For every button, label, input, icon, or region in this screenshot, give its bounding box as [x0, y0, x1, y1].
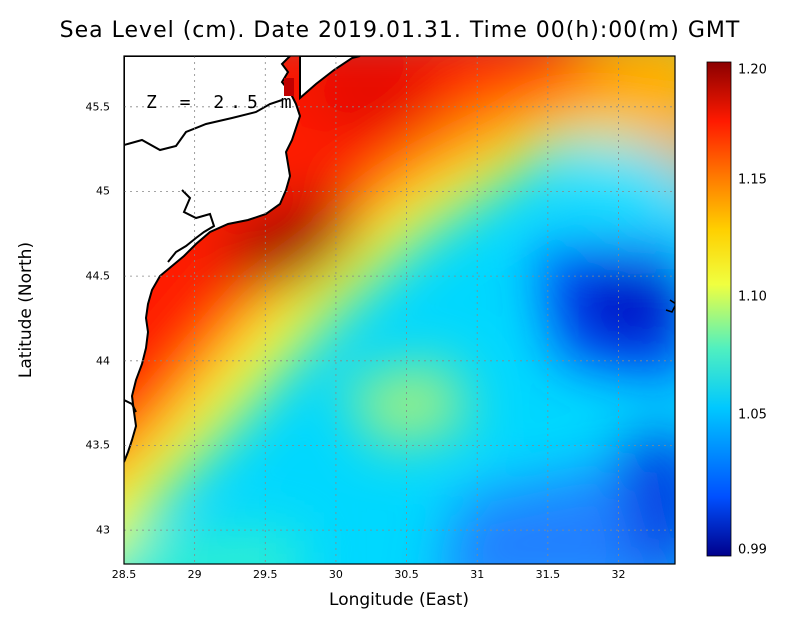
x-tick-label: 29	[187, 568, 202, 581]
colorbar-tick-label: 0.99	[738, 542, 767, 558]
colorbar-tick-label: 1.05	[738, 407, 767, 423]
x-tick-label: 31	[470, 568, 485, 581]
y-axis-label: Latitude (North)	[16, 241, 36, 379]
colorbar-tick-label: 1.20	[738, 62, 767, 78]
colorbar-tick-label: 1.10	[738, 289, 767, 305]
y-tick-label: 45	[96, 184, 110, 198]
x-tick-label: 31.5	[535, 568, 561, 581]
colorbar-tick-label: 1.15	[738, 172, 767, 188]
x-tick-label: 29.5	[253, 568, 278, 581]
x-tick-label: 30.5	[394, 568, 419, 581]
x-tick-label: 32	[611, 568, 626, 581]
y-tick-label: 43	[96, 523, 110, 537]
map-title: Sea Level (cm). Date 2019.01.31. Time 00…	[59, 18, 741, 43]
x-axis-label: Longitude (East)	[329, 590, 469, 610]
depth-annotation: Z = 2.5 m	[146, 92, 298, 113]
y-tick-label: 43.5	[85, 438, 111, 452]
colorbar	[706, 61, 732, 557]
plot-frame	[123, 55, 676, 565]
grid-lines	[124, 56, 675, 564]
sea-level-field	[124, 56, 675, 564]
x-tick-label: 30	[328, 568, 343, 581]
y-tick-label: 45.5	[85, 100, 111, 114]
y-tick-label: 44.5	[85, 269, 111, 283]
y-tick-label: 44	[96, 354, 110, 368]
x-tick-label: 28.5	[111, 568, 137, 581]
